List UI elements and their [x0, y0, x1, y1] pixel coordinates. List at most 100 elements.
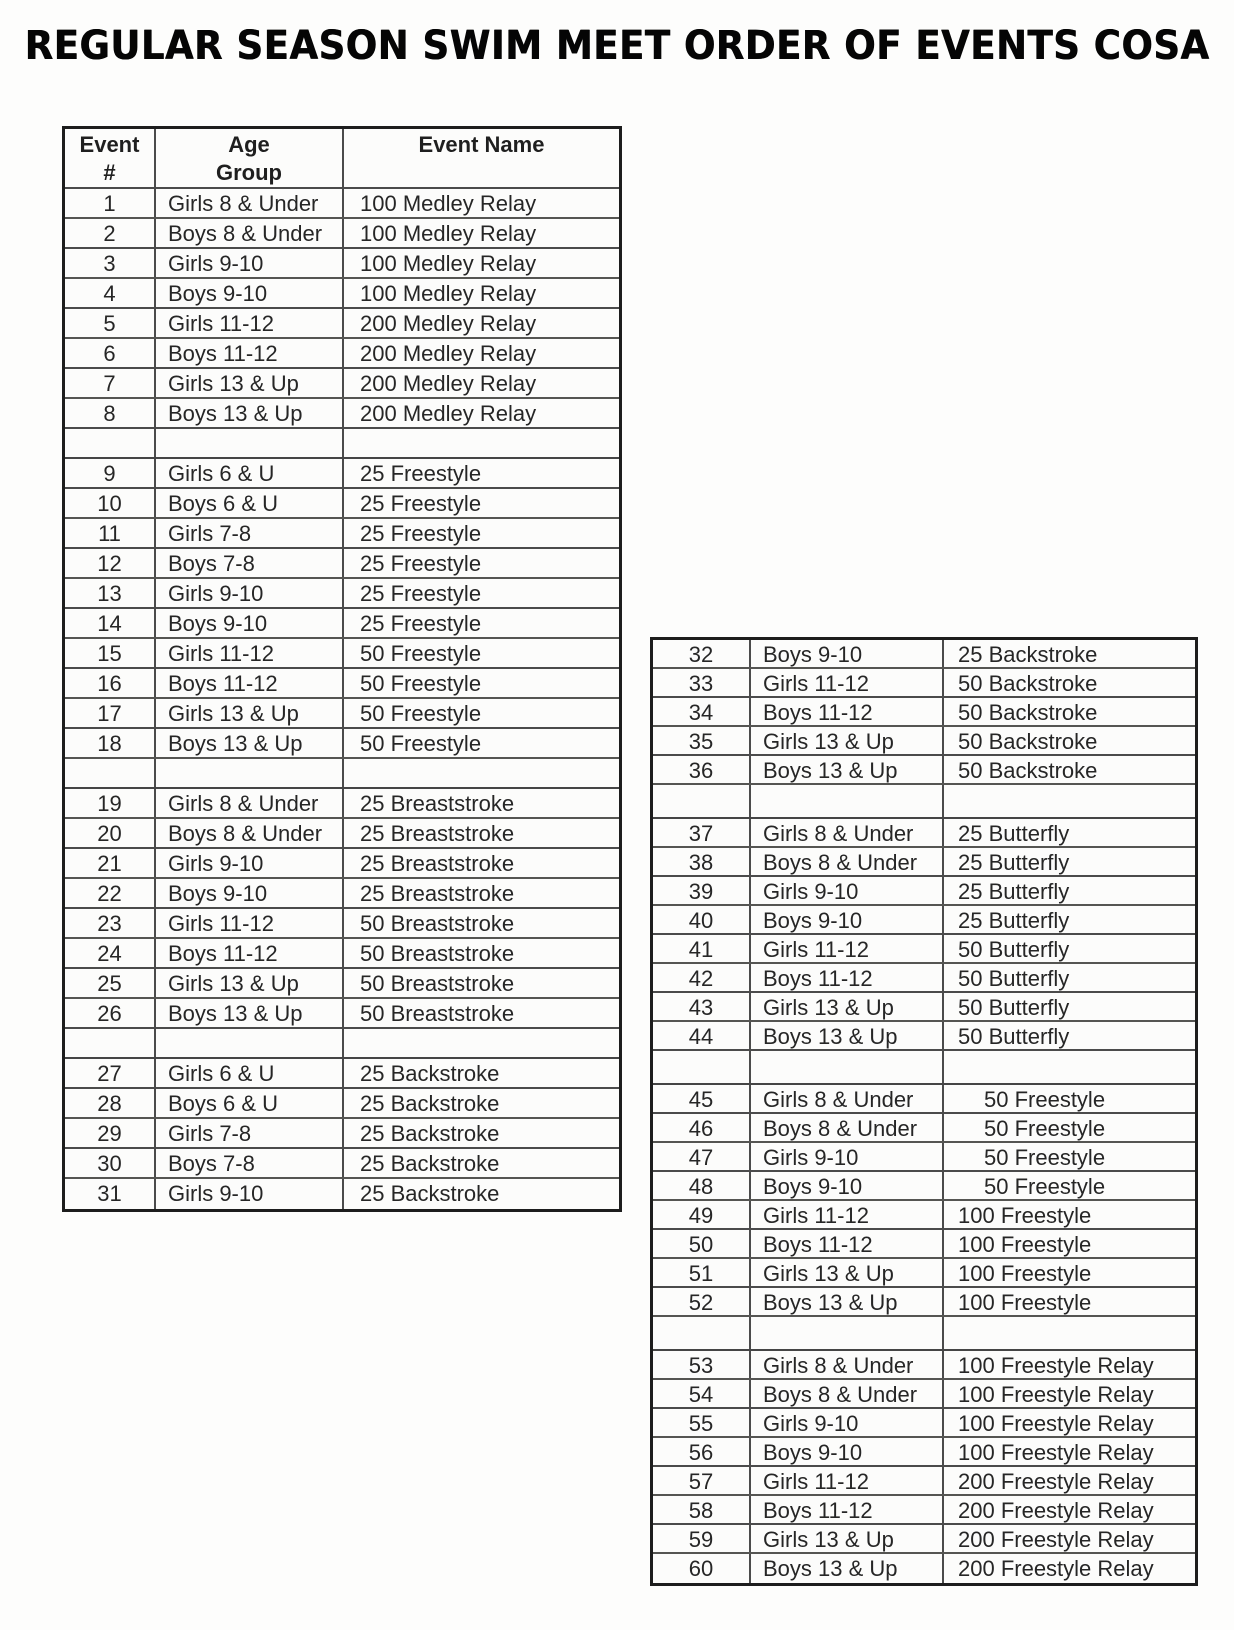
age-group-cell: Boys 9-10: [156, 609, 344, 637]
events-table-right-body: 32 Boys 9-10 25 Backstroke 33 Girls 11-12 50 …: [653, 640, 1195, 1583]
event-row: 38 Boys 8 & Under 25 Butterfly: [653, 848, 1195, 877]
age-group-cell: Boys 13 & Up: [156, 999, 344, 1027]
age-group-cell: Girls 9-10: [751, 1143, 944, 1170]
event-number-cell: 53: [653, 1351, 751, 1378]
event-row: 1 Girls 8 & Under 100 Medley Relay: [65, 189, 619, 219]
age-group-cell: Boys 11-12: [751, 1230, 944, 1257]
event-name-cell: 25 Butterfly: [958, 821, 1070, 846]
event-name-cell: 100 Freestyle Relay: [958, 1353, 1154, 1378]
event-name-cell: 25 Backstroke: [360, 1091, 500, 1116]
age-group-cell: Boys 11-12: [751, 1496, 944, 1523]
event-name-cell: 25 Freestyle: [360, 581, 482, 606]
event-row: 21 Girls 9-10 25 Breaststroke: [65, 849, 619, 879]
age-group-cell: Girls 9-10: [156, 249, 344, 277]
event-row: 15 Girls 11-12 50 Freestyle: [65, 639, 619, 669]
events-table-32-60: 32 Boys 9-10 25 Backstroke 33 Girls 11-12 50 …: [650, 637, 1198, 1586]
event-row: 40 Boys 9-10 25 Butterfly: [653, 906, 1195, 935]
event-row: 44 Boys 13 & Up 50 Butterfly: [653, 1022, 1195, 1051]
age-group-cell: Boys 9-10: [751, 1172, 944, 1199]
event-row: 36 Boys 13 & Up 50 Backstroke: [653, 756, 1195, 785]
event-row: 48 Boys 9-10 50 Freestyle: [653, 1172, 1195, 1201]
age-group-cell: Boys 9-10: [751, 640, 944, 667]
header-age-group-line1: Age: [228, 132, 270, 157]
event-name-cell: 100 Medley Relay: [360, 251, 537, 276]
event-name-cell: 50 Freestyle: [984, 1145, 1106, 1170]
event-row: 41 Girls 11-12 50 Butterfly: [653, 935, 1195, 964]
age-group-cell: Boys 8 & Under: [751, 1114, 944, 1141]
event-name-cell: [944, 785, 1195, 817]
event-number-cell: 38: [653, 848, 751, 875]
event-number-cell: 55: [653, 1409, 751, 1436]
event-name-cell: 100 Freestyle Relay: [958, 1411, 1154, 1436]
age-group-cell: [751, 1051, 944, 1083]
age-group-cell: Girls 13 & Up: [751, 727, 944, 754]
event-row: 55 Girls 9-10 100 Freestyle Relay: [653, 1409, 1195, 1438]
event-number-cell: 57: [653, 1467, 751, 1494]
event-row: 5 Girls 11-12 200 Medley Relay: [65, 309, 619, 339]
age-group-cell: Girls 13 & Up: [156, 369, 344, 397]
event-name-cell: 25 Butterfly: [958, 850, 1070, 875]
header-age-group: Age Group: [156, 129, 344, 187]
age-group-cell: Girls 11-12: [751, 1467, 944, 1494]
event-number-cell: 20: [65, 819, 156, 847]
event-name-cell: 50 Freestyle: [360, 701, 482, 726]
event-number-cell: 54: [653, 1380, 751, 1407]
event-row: 22 Boys 9-10 25 Breaststroke: [65, 879, 619, 909]
event-row: 29 Girls 7-8 25 Backstroke: [65, 1119, 619, 1149]
age-group-cell: Girls 13 & Up: [751, 1259, 944, 1286]
event-row: 28 Boys 6 & U 25 Backstroke: [65, 1089, 619, 1119]
event-row: 27 Girls 6 & U 25 Backstroke: [65, 1059, 619, 1089]
event-name-cell: 200 Freestyle Relay: [958, 1469, 1154, 1494]
event-row: 37 Girls 8 & Under 25 Butterfly: [653, 819, 1195, 848]
age-group-cell: Boys 11-12: [751, 698, 944, 725]
age-group-cell: [156, 1029, 344, 1057]
separator-row: [65, 759, 619, 789]
event-number-cell: 2: [65, 219, 156, 247]
event-row: 3 Girls 9-10 100 Medley Relay: [65, 249, 619, 279]
event-name-cell: 25 Butterfly: [958, 908, 1070, 933]
event-name-cell: [944, 1317, 1195, 1349]
event-row: 34 Boys 11-12 50 Backstroke: [653, 698, 1195, 727]
table-header-row: Event # Age Group Event Name: [65, 129, 619, 189]
event-row: 51 Girls 13 & Up 100 Freestyle: [653, 1259, 1195, 1288]
event-number-cell: 5: [65, 309, 156, 337]
age-group-cell: Boys 13 & Up: [751, 756, 944, 783]
event-number-cell: 18: [65, 729, 156, 757]
event-row: 59 Girls 13 & Up 200 Freestyle Relay: [653, 1525, 1195, 1554]
event-row: 25 Girls 13 & Up 50 Breaststroke: [65, 969, 619, 999]
header-event-number: Event #: [65, 129, 156, 187]
age-group-cell: Boys 9-10: [751, 906, 944, 933]
event-name-cell: 50 Breaststroke: [360, 1001, 515, 1026]
age-group-cell: Girls 9-10: [751, 1409, 944, 1436]
event-row: 10 Boys 6 & U 25 Freestyle: [65, 489, 619, 519]
event-name-cell: 100 Medley Relay: [360, 221, 537, 246]
age-group-cell: Girls 9-10: [156, 579, 344, 607]
event-name-cell: 50 Breaststroke: [360, 971, 515, 996]
event-row: 19 Girls 8 & Under 25 Breaststroke: [65, 789, 619, 819]
header-event-number-line1: Event: [79, 132, 140, 157]
event-row: 47 Girls 9-10 50 Freestyle: [653, 1143, 1195, 1172]
event-number-cell: 50: [653, 1230, 751, 1257]
event-name-cell: 25 Breaststroke: [360, 821, 515, 846]
age-group-cell: Boys 6 & U: [156, 1089, 344, 1117]
age-group-cell: Girls 13 & Up: [156, 699, 344, 727]
event-number-cell: 9: [65, 459, 156, 487]
event-name-cell: 100 Freestyle: [958, 1203, 1092, 1228]
age-group-cell: Girls 11-12: [156, 639, 344, 667]
event-row: 13 Girls 9-10 25 Freestyle: [65, 579, 619, 609]
event-number-cell: [65, 429, 156, 457]
event-name-cell: 50 Butterfly: [958, 995, 1070, 1020]
event-name-cell: 25 Backstroke: [360, 1121, 500, 1146]
event-number-cell: 32: [653, 640, 751, 667]
event-number-cell: 8: [65, 399, 156, 427]
event-number-cell: 51: [653, 1259, 751, 1286]
event-row: 35 Girls 13 & Up 50 Backstroke: [653, 727, 1195, 756]
event-name-cell: 25 Butterfly: [958, 879, 1070, 904]
age-group-cell: Boys 8 & Under: [751, 1380, 944, 1407]
age-group-cell: Girls 9-10: [156, 849, 344, 877]
event-number-cell: 49: [653, 1201, 751, 1228]
event-number-cell: 30: [65, 1149, 156, 1177]
event-row: 45 Girls 8 & Under 50 Freestyle: [653, 1085, 1195, 1114]
event-row: 9 Girls 6 & U 25 Freestyle: [65, 459, 619, 489]
event-name-cell: 50 Butterfly: [958, 1024, 1070, 1049]
